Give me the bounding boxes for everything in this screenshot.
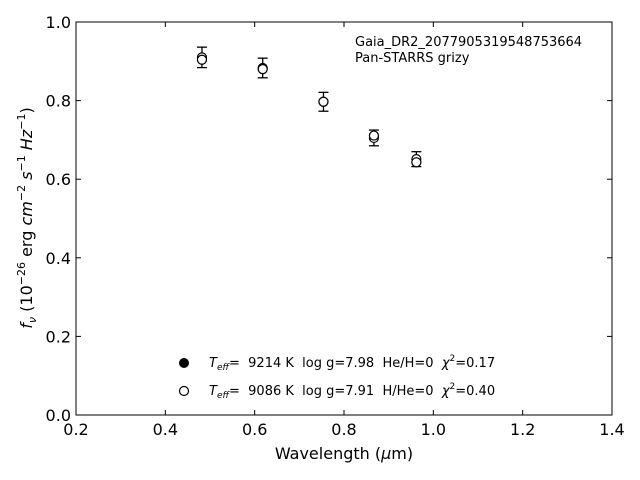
legend: Teff= 9214 K log g=7.98 He/H=0 χ2=0.17 T…: [178, 354, 495, 401]
legend-marker-filled: [179, 358, 189, 368]
helium-model-point: [196, 54, 208, 65]
y-axis-label: fν (10−26 erg cm−2 s−1 Hz−1): [15, 107, 39, 328]
legend-label-helium: Teff= 9086 K log g=7.91 H/He=0 χ2=0.40: [209, 382, 495, 401]
annotation-line2: Pan-STARRS grizy: [355, 51, 470, 66]
y-tick-label: 0.6: [46, 170, 71, 189]
x-tick-label: 1.2: [510, 420, 535, 439]
y-tick-label: 0.2: [46, 327, 71, 346]
y-tick-label: 0.8: [46, 92, 71, 111]
axis-ticks: 0.2 0.4 0.6 0.8 1.0 1.2 1.40.00.20.40.60.81.0: [46, 13, 625, 439]
x-tick-label: 0.4: [153, 420, 178, 439]
y-tick-label: 1.0: [46, 13, 71, 32]
helium-model-point: [368, 130, 380, 141]
x-tick-label: 0.6: [242, 420, 267, 439]
y-tick-label: 0.0: [46, 406, 71, 425]
x-tick-label: 0.2: [63, 420, 88, 439]
legend-label-hydrogen: Teff= 9214 K log g=7.98 He/H=0 χ2=0.17: [209, 354, 495, 373]
x-axis-label: Wavelength (μm): [275, 444, 413, 463]
helium-model-point: [318, 96, 329, 107]
plot-area: [75, 21, 613, 416]
helium-model-point: [257, 64, 268, 75]
annotation-line1: Gaia_DR2_2077905319548753664: [355, 35, 582, 50]
x-tick-label: 1.0: [421, 420, 446, 439]
helium-model-point: [411, 157, 422, 168]
x-tick-label: 1.4: [599, 420, 624, 439]
x-tick-label: 0.8: [331, 420, 356, 439]
helium-model-series: [196, 54, 422, 168]
y-tick-label: 0.4: [46, 249, 71, 268]
legend-marker-open: [178, 385, 190, 397]
